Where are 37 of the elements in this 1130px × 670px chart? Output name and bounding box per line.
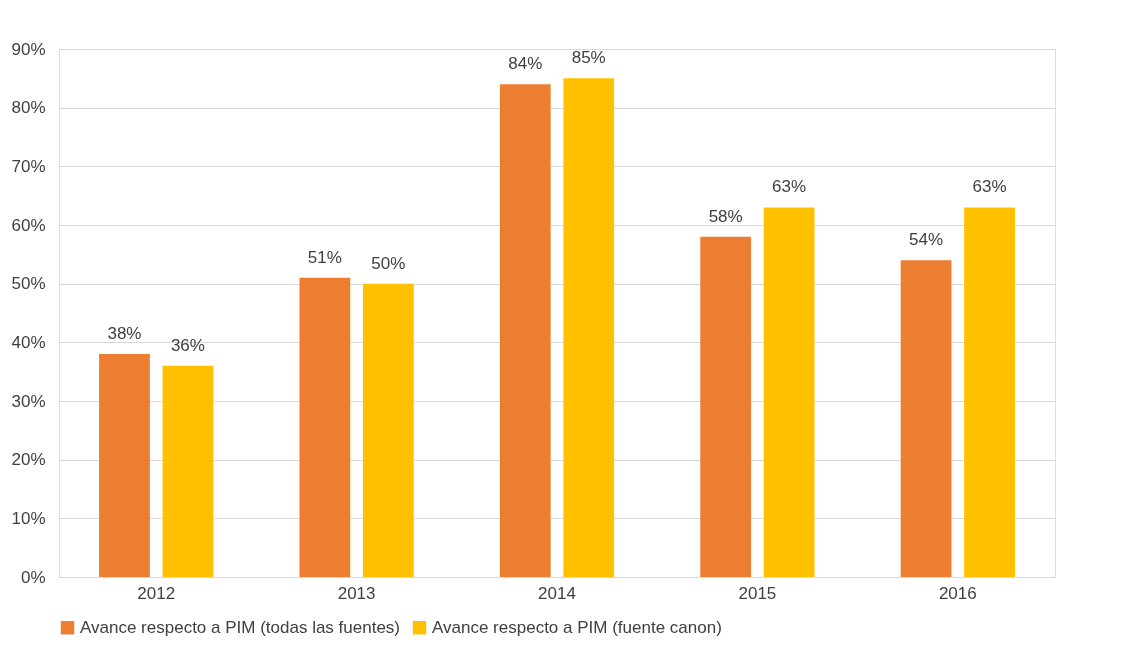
y-tick-label: 80%	[11, 98, 46, 118]
legend-label: Avance respecto a PIM (todas las fuentes)	[80, 617, 401, 637]
y-tick-label: 10%	[11, 508, 46, 528]
bar	[964, 207, 1015, 577]
data-label: 63%	[972, 177, 1007, 197]
y-tick-label: 60%	[11, 215, 46, 235]
y-tick-label: 0%	[20, 567, 46, 587]
data-label: 38%	[107, 324, 142, 344]
bar	[299, 277, 351, 577]
y-tick-label: 40%	[11, 332, 46, 352]
data-label: 85%	[571, 48, 606, 68]
y-tick-label: 70%	[11, 156, 46, 176]
y-tick-label: 50%	[11, 274, 46, 294]
bar	[362, 283, 414, 577]
data-label: 63%	[772, 177, 807, 197]
x-tick-label: 2015	[738, 583, 777, 603]
x-tick-label: 2014	[538, 583, 576, 603]
x-tick-label: 2013	[337, 583, 376, 603]
x-tick-label: 2012	[137, 583, 176, 603]
data-label: 50%	[371, 253, 406, 273]
bar	[900, 260, 952, 577]
y-tick-label: 30%	[11, 391, 46, 411]
data-label: 51%	[307, 247, 342, 267]
bar	[162, 365, 214, 577]
data-label: 36%	[170, 335, 205, 355]
bar	[499, 84, 551, 577]
data-label: 58%	[708, 206, 743, 226]
bar	[700, 236, 752, 577]
y-tick-label: 90%	[11, 39, 46, 59]
legend-label: Avance respecto a PIM (fuente canon)	[432, 617, 722, 637]
y-tick-label: 20%	[11, 450, 46, 470]
bar	[99, 354, 150, 577]
x-tick-label: 2016	[938, 583, 977, 603]
data-label: 54%	[909, 230, 944, 250]
bar	[763, 207, 815, 577]
data-label: 84%	[508, 54, 543, 74]
bar	[563, 78, 615, 577]
